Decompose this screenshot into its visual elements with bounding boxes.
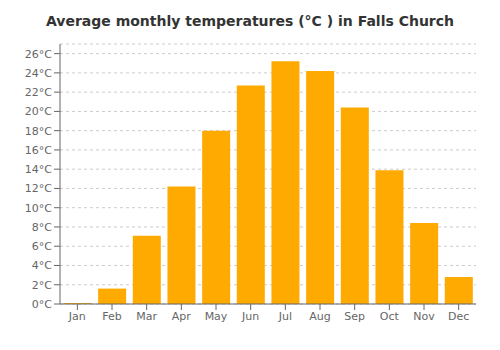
- svg-text:4°C: 4°C: [32, 259, 52, 272]
- svg-text:24°C: 24°C: [25, 67, 52, 80]
- svg-text:26°C: 26°C: [25, 48, 52, 61]
- svg-text:22°C: 22°C: [25, 86, 52, 99]
- svg-text:Oct: Oct: [380, 310, 400, 323]
- svg-text:10°C: 10°C: [25, 202, 52, 215]
- svg-text:Jun: Jun: [241, 310, 259, 323]
- svg-text:May: May: [205, 310, 228, 323]
- svg-text:12°C: 12°C: [25, 182, 52, 195]
- svg-text:14°C: 14°C: [25, 163, 52, 176]
- svg-text:16°C: 16°C: [25, 144, 52, 157]
- svg-text:6°C: 6°C: [32, 240, 52, 253]
- svg-text:Feb: Feb: [102, 310, 121, 323]
- svg-text:0°C: 0°C: [32, 298, 52, 311]
- html-text:Average monthly temperatures (: Average monthly temperatures (°C ) in Fa…: [46, 13, 454, 29]
- svg-text:Apr: Apr: [172, 310, 192, 323]
- svg-text:8°C: 8°C: [32, 221, 52, 234]
- svg-text:Mar: Mar: [136, 310, 157, 323]
- svg-text:Dec: Dec: [448, 310, 469, 323]
- svg-text:Aug: Aug: [309, 310, 330, 323]
- svg-text:Jan: Jan: [68, 310, 86, 323]
- svg-text:18°C: 18°C: [25, 125, 52, 138]
- svg-text:2°C: 2°C: [32, 279, 52, 292]
- svg-text:Jul: Jul: [278, 310, 292, 323]
- svg-text:Nov: Nov: [413, 310, 435, 323]
- svg-text:20°C: 20°C: [25, 105, 52, 118]
- svg-text:Sep: Sep: [344, 310, 365, 323]
